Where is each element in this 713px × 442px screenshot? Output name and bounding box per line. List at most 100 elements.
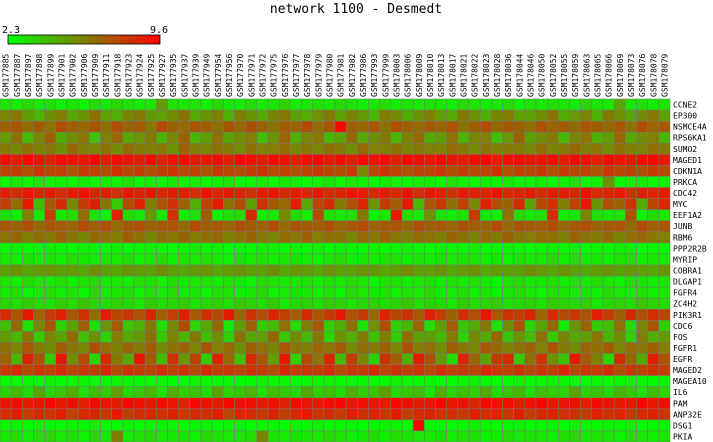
heatmap-cell [200, 176, 213, 188]
heatmap-cell [625, 187, 637, 199]
heatmap-cell [401, 220, 414, 233]
heatmap-cell [524, 375, 537, 387]
heatmap-cell [256, 331, 269, 343]
heatmap-cell [111, 308, 124, 321]
heatmap-cell [558, 176, 570, 188]
heatmap-cell [658, 109, 671, 122]
heatmap-cell [211, 342, 224, 354]
heatmap-cell [502, 109, 514, 122]
heatmap-cell [580, 231, 593, 244]
heatmap-cell [144, 98, 157, 111]
heatmap-cell [535, 430, 548, 442]
heatmap-cell [100, 375, 112, 387]
heatmap-cell [524, 131, 537, 144]
heatmap-cell [55, 286, 68, 299]
heatmap-cell [100, 430, 112, 442]
heatmap-cell [658, 198, 671, 210]
heatmap-cell [301, 109, 313, 122]
heatmap-cell [479, 375, 492, 387]
heatmap-cell [412, 320, 425, 332]
heatmap-cell [22, 231, 34, 244]
heatmap-cell [424, 308, 436, 321]
heatmap-cell [546, 397, 559, 410]
heatmap-cell [133, 397, 146, 410]
heatmap-cell [524, 209, 537, 221]
heatmap-cell [636, 165, 648, 177]
heatmap-cell [513, 430, 526, 442]
heatmap-cell [290, 120, 302, 133]
heatmap-cell [22, 209, 34, 221]
heatmap-cell [647, 187, 660, 199]
heatmap-cell [390, 342, 403, 354]
column-label: GSM177980 [325, 53, 334, 97]
heatmap-cell [211, 286, 224, 299]
heatmap-cell [546, 375, 559, 387]
heatmap-cell [312, 143, 325, 155]
heatmap-cell [625, 154, 637, 166]
heatmap-cell [66, 98, 79, 111]
heatmap-cell [156, 187, 168, 199]
color-max-label: 9.6 [150, 25, 168, 36]
heatmap-cell [89, 231, 101, 244]
heatmap-cell [602, 109, 615, 122]
heatmap-cell [558, 430, 570, 442]
heatmap-cell [591, 154, 604, 166]
color-bar [7, 34, 161, 45]
heatmap-cell [424, 109, 436, 122]
heatmap-cell [133, 220, 146, 233]
heatmap-cell [524, 176, 537, 188]
heatmap-cell [457, 143, 470, 155]
heatmap-cell [267, 364, 280, 376]
heatmap-cell [211, 353, 224, 365]
heatmap-cell [647, 320, 660, 332]
heatmap-cell [546, 109, 559, 122]
heatmap-cell [535, 198, 548, 210]
heatmap-cell [77, 187, 90, 199]
heatmap-cell [89, 364, 101, 376]
heatmap-cell [111, 120, 124, 133]
heatmap-cell [312, 154, 325, 166]
column-label: GSM178076 [638, 53, 647, 97]
heatmap-cell [513, 198, 526, 210]
heatmap-cell [77, 264, 90, 277]
heatmap-cell [323, 286, 336, 299]
heatmap-cell [345, 165, 358, 177]
heatmap-cell [167, 308, 179, 321]
heatmap-cell [357, 231, 369, 244]
heatmap-cell [580, 253, 593, 266]
heatmap-cell [278, 264, 291, 277]
column-label: GSM177978 [303, 53, 312, 97]
heatmap-cell [111, 198, 124, 210]
heatmap-cell [647, 408, 660, 421]
column-label: GSM177897 [24, 53, 33, 97]
heatmap-cell [636, 231, 648, 244]
heatmap-cell [379, 120, 392, 133]
heatmap-cell [602, 408, 615, 421]
heatmap-cell [424, 165, 436, 177]
heatmap-cell [613, 131, 626, 144]
heatmap-cell [189, 364, 202, 376]
heatmap-cell [189, 386, 202, 398]
heatmap-cell [211, 187, 224, 199]
heatmap-cell [401, 419, 414, 432]
heatmap-cell [580, 109, 593, 122]
heatmap-cell [535, 297, 548, 310]
heatmap-cell [558, 120, 570, 133]
heatmap-cell [133, 419, 146, 432]
heatmap-cell [55, 386, 68, 398]
heatmap-cell [412, 342, 425, 354]
heatmap-cell [0, 143, 12, 155]
heatmap-cell [122, 143, 135, 155]
heatmap-cell [613, 176, 626, 188]
heatmap-cell [379, 187, 392, 199]
heatmap-cell [66, 176, 79, 188]
heatmap-cell [502, 331, 514, 343]
heatmap-cell [66, 375, 79, 387]
heatmap-cell [468, 375, 481, 387]
heatmap-cell [345, 308, 358, 321]
heatmap-cell [546, 408, 559, 421]
heatmap-cell [524, 364, 537, 376]
heatmap-cell [468, 364, 481, 376]
heatmap-cell [558, 187, 570, 199]
heatmap-cell [636, 176, 648, 188]
